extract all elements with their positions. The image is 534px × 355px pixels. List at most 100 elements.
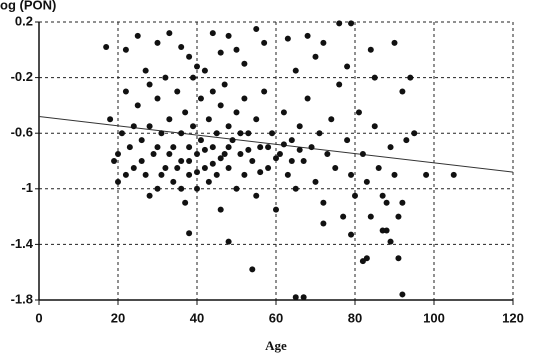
point: [269, 130, 276, 137]
point: [111, 158, 118, 164]
point: [296, 123, 303, 130]
point: [273, 155, 279, 162]
point: [225, 144, 232, 151]
point: [383, 199, 390, 206]
x-tick-label: 0: [35, 310, 42, 325]
point: [391, 171, 398, 178]
point: [344, 63, 351, 70]
point: [205, 178, 212, 185]
point: [134, 32, 141, 39]
point: [118, 130, 125, 137]
point: [142, 67, 149, 74]
point: [158, 171, 165, 178]
point: [166, 30, 173, 37]
point: [395, 255, 402, 262]
point: [178, 130, 185, 137]
point: [186, 230, 193, 237]
point: [130, 123, 137, 130]
point: [352, 192, 358, 199]
point: [407, 74, 414, 81]
point: [371, 74, 378, 81]
point: [190, 123, 197, 130]
point: [367, 46, 374, 53]
point: [138, 158, 145, 164]
point: [312, 53, 319, 60]
point: [186, 144, 193, 151]
point: [174, 88, 181, 95]
point: [359, 151, 366, 158]
point: [146, 192, 153, 199]
point: [130, 164, 137, 171]
point: [166, 116, 173, 123]
point: [213, 171, 220, 178]
point: [336, 81, 343, 88]
point: [233, 46, 240, 53]
y-axis-label: og (PON): [0, 0, 56, 12]
point: [122, 171, 129, 178]
point: [261, 39, 268, 46]
x-tick-label: 40: [190, 310, 204, 325]
point: [273, 206, 279, 213]
point: [257, 144, 264, 151]
point: [450, 171, 457, 178]
point: [423, 171, 430, 178]
point: [245, 146, 252, 153]
point: [162, 74, 169, 81]
point: [107, 116, 114, 123]
point: [103, 44, 110, 51]
point: [194, 63, 200, 70]
point: [253, 25, 260, 32]
point: [237, 151, 244, 158]
point: [340, 213, 347, 220]
point: [320, 39, 327, 46]
point: [122, 46, 129, 53]
point: [316, 130, 323, 137]
point: [158, 130, 165, 137]
point: [253, 192, 260, 199]
point: [178, 185, 185, 192]
x-tick-label: 20: [111, 310, 125, 325]
point: [300, 294, 307, 301]
point: [225, 32, 232, 39]
point: [355, 109, 362, 116]
point: [221, 81, 228, 88]
point: [241, 171, 248, 178]
point: [209, 160, 216, 167]
point: [217, 206, 224, 213]
point: [186, 171, 193, 178]
point: [363, 178, 370, 185]
y-tick-label: -0.2: [11, 69, 33, 84]
point: [276, 151, 283, 158]
point: [150, 151, 157, 158]
point: [217, 49, 224, 56]
point: [154, 95, 161, 102]
point: [245, 130, 252, 137]
point: [320, 220, 327, 227]
point: [209, 144, 216, 151]
point: [213, 130, 220, 137]
x-tick-label: 100: [423, 310, 445, 325]
x-tick-label: 120: [502, 310, 524, 325]
y-tick-label: -0.6: [11, 125, 33, 140]
point: [304, 32, 311, 39]
point: [344, 137, 351, 144]
point: [296, 146, 303, 153]
point: [146, 123, 153, 130]
point: [115, 151, 121, 158]
point: [142, 171, 149, 178]
point: [194, 151, 200, 158]
point: [194, 169, 200, 176]
point: [229, 137, 236, 144]
point: [348, 231, 355, 238]
point: [170, 144, 177, 151]
trend-line: [38, 116, 514, 173]
point: [265, 144, 272, 151]
point: [336, 20, 343, 27]
point: [190, 74, 197, 81]
point: [320, 199, 327, 206]
point: [308, 144, 315, 151]
point: [197, 95, 204, 102]
point: [292, 294, 299, 301]
point: [379, 227, 386, 234]
point: [249, 266, 256, 273]
